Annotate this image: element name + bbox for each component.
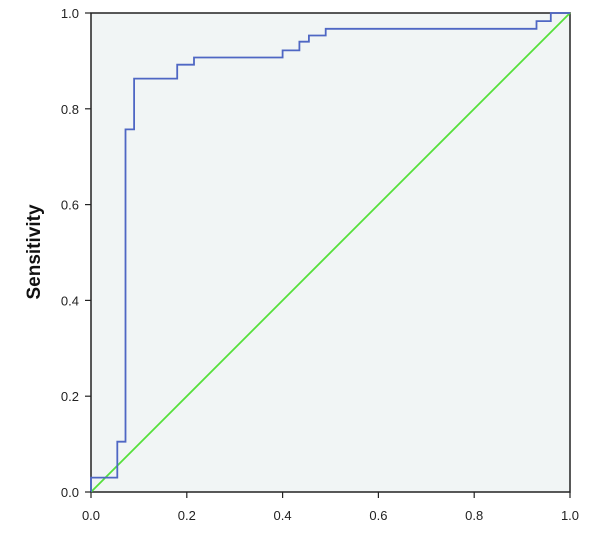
y-axis: 0.0 0.2 0.4 0.6 0.8 1.0 bbox=[61, 6, 91, 500]
x-tick-label: 0.8 bbox=[465, 508, 483, 523]
series-layer bbox=[90, 12, 571, 493]
x-tick-label: 0.2 bbox=[178, 508, 196, 523]
y-tick-label: 0.8 bbox=[61, 102, 79, 117]
x-axis: 0.0 0.2 0.4 0.6 0.8 1.0 bbox=[82, 492, 579, 523]
y-tick-label: 0.4 bbox=[61, 293, 79, 308]
y-tick-label: 1.0 bbox=[61, 6, 79, 21]
y-tick-label: 0.2 bbox=[61, 389, 79, 404]
x-tick-label: 0.6 bbox=[369, 508, 387, 523]
y-tick-label: 0.0 bbox=[61, 485, 79, 500]
x-tick-label: 1.0 bbox=[561, 508, 579, 523]
y-tick-label: 0.6 bbox=[61, 198, 79, 213]
reference-diagonal-line bbox=[90, 12, 571, 493]
x-tick-label: 0.4 bbox=[274, 508, 292, 523]
y-axis-title: Sensitivity bbox=[24, 204, 45, 299]
x-tick-label: 0.0 bbox=[82, 508, 100, 523]
roc-curve-line bbox=[90, 12, 570, 492]
